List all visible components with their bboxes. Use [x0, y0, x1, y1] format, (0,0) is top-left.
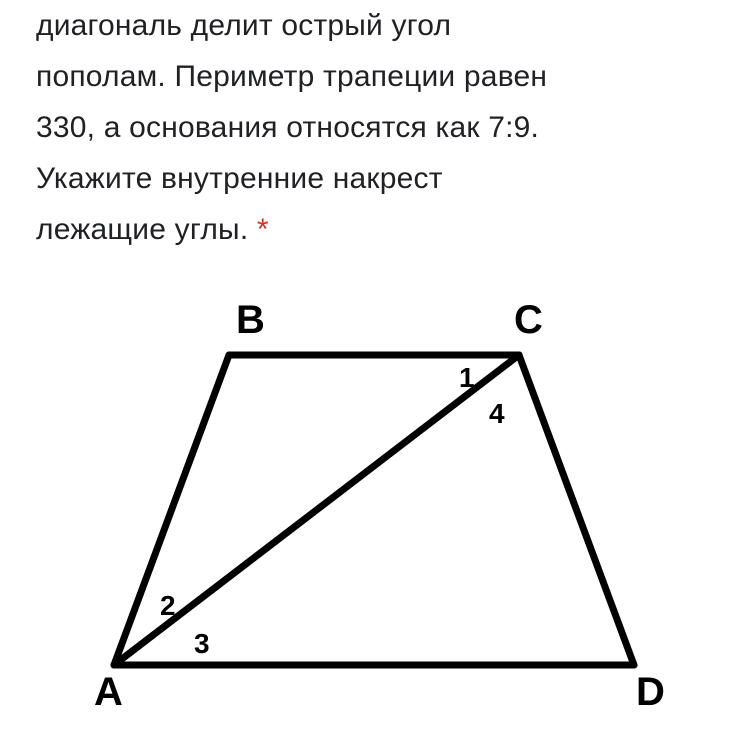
trapezoid-diagram: A B C D 14 23	[64, 295, 684, 715]
svg-text:2: 2	[160, 590, 176, 621]
text-line-1: диагональ делит острый угол	[36, 9, 451, 42]
svg-text:D: D	[636, 670, 665, 714]
text-line-5: лежащие углы.	[36, 213, 248, 246]
svg-text:B: B	[236, 298, 265, 342]
svg-text:C: C	[514, 298, 543, 342]
svg-text:4: 4	[489, 398, 505, 429]
required-asterisk-icon: *	[257, 213, 269, 246]
text-line-2: пополам. Периметр трапеции равен	[36, 60, 547, 93]
svg-text:A: A	[94, 670, 123, 714]
text-line-3: 330, а основания относятся как 7:9.	[36, 111, 539, 144]
problem-statement: диагональ делит острый угол пополам. Пер…	[36, 0, 712, 255]
svg-text:1: 1	[459, 362, 475, 393]
figure-region: A B C D 14 23	[36, 295, 712, 715]
svg-text:3: 3	[194, 628, 210, 659]
text-line-4: Укажите внутренние накрест	[36, 162, 443, 195]
